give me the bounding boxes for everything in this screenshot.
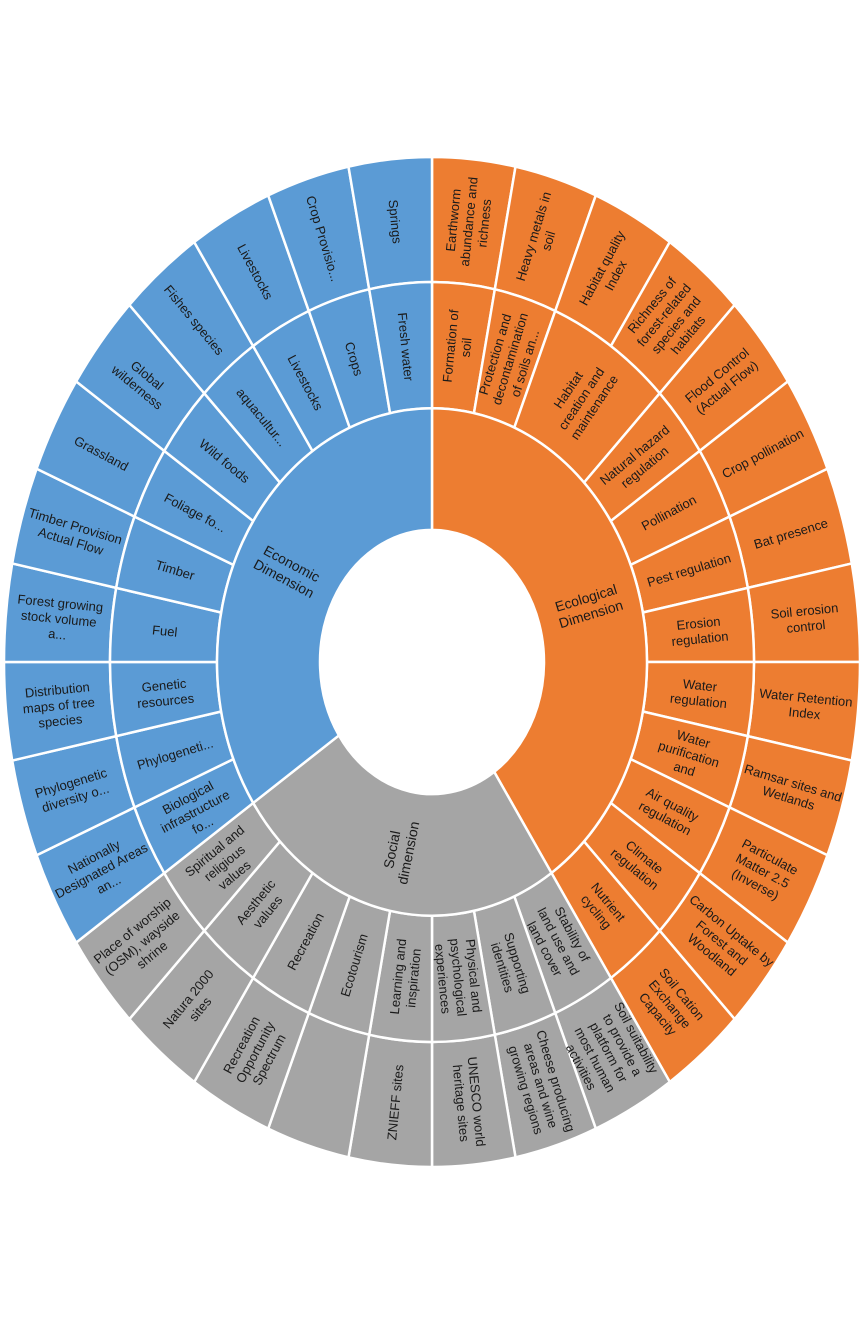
indicator-label-richness-of-forest-related-species-and-habitats: Richness offorest-relatedspecies andhabi…: [622, 271, 718, 369]
dimension-segment: [251, 733, 554, 917]
indicator-label-distribution-maps-of-tree-species: Distributionmaps of treespecies: [21, 679, 97, 732]
dimension-segment: [215, 407, 434, 805]
indicator-label-timber-provision-actual-flow: Timber ProvisionActual Flow: [22, 505, 124, 562]
service-label-water-regulation: Waterregulation: [669, 675, 729, 711]
service-label-erosion-regulation: Erosionregulation: [669, 613, 729, 649]
indicator-label-znieff-sites: ZNIEFF sites: [384, 1063, 406, 1140]
indicator-label-unesco-world-heritage-sites: UNESCO worldheritage sites: [449, 1056, 488, 1149]
indicator-label-water-retention-index: Water RetentionIndex: [757, 686, 853, 726]
indicator-label-earthworm-abundance-and-richness: Earthwormabundance andrichness: [441, 175, 496, 269]
indicator-label-forest-growing-stock-volume-a: Forest growingstock volumea...: [14, 591, 104, 645]
service-label-fuel: Fuel: [151, 622, 178, 639]
service-label-water-purification-and: Waterpurificationand: [652, 723, 726, 785]
arcs-layer: [2, 155, 862, 1169]
indicator-label-soil-erosion-control: Soil erosioncontrol: [770, 600, 841, 637]
dimension-segment: [430, 407, 649, 875]
indicator-label-springs: Springs: [386, 199, 405, 245]
service-label-formation-of-soil: Formation ofsoil: [440, 309, 478, 385]
service-label-fresh-water: Fresh water: [395, 312, 417, 382]
service-label-genetic-resources: Geneticresources: [135, 675, 195, 711]
service-label-physical-and-psychological-experiences: Physical andpsychologicalexperiences: [431, 936, 485, 1018]
service-label-learning-and-inspiration: Learning andinspiration: [387, 938, 425, 1017]
